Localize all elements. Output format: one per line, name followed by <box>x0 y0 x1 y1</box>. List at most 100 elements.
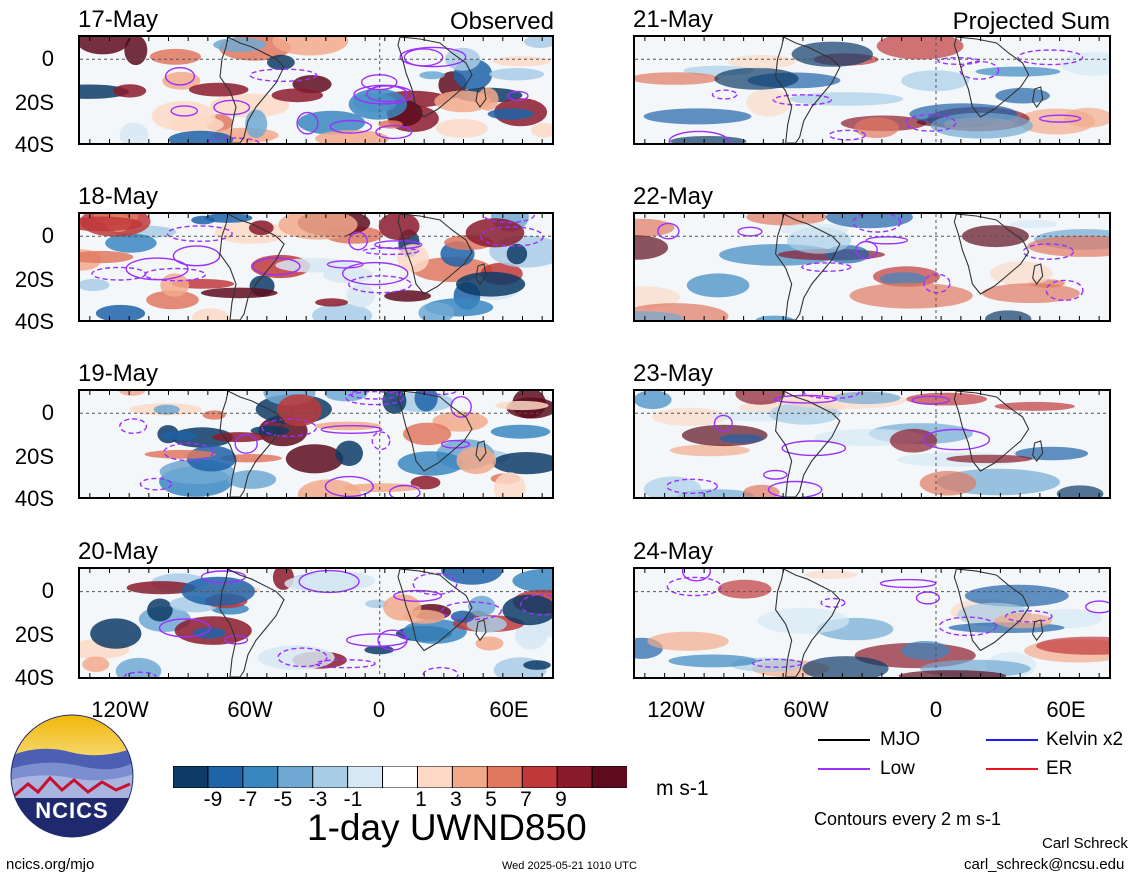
map-panel-projected-4 <box>633 567 1111 679</box>
map-panel-projected-2 <box>633 212 1111 322</box>
low-contour <box>713 414 733 432</box>
map-panel-observed-1 <box>78 35 554 145</box>
coastline <box>219 569 285 677</box>
uwnd-field-map <box>80 214 552 320</box>
low-contour <box>922 428 991 451</box>
low-contour <box>520 594 552 616</box>
low-contour <box>762 469 788 480</box>
anomaly-patch <box>80 37 130 55</box>
low-contour <box>360 74 398 91</box>
coastline <box>775 37 841 143</box>
low-contour <box>172 245 221 267</box>
low-contour <box>711 89 738 100</box>
anomaly-patch <box>297 479 361 497</box>
anomaly-patch <box>647 631 729 651</box>
low-contour <box>422 666 459 677</box>
anomaly-patch <box>418 302 455 320</box>
colorbar-swatch <box>242 765 279 789</box>
anomaly-patch <box>746 88 791 117</box>
anomaly-patch <box>1009 219 1058 229</box>
colorbar-swatch <box>521 765 559 789</box>
footer-site-link[interactable]: ncics.org/mjo <box>6 856 95 873</box>
low-contour <box>124 671 157 677</box>
anomaly-patch <box>901 70 969 92</box>
anomaly-patch <box>492 452 552 475</box>
panel-date-24-may: 24-May <box>633 538 714 565</box>
low-contour <box>781 440 847 457</box>
anomaly-patch <box>719 434 764 444</box>
coastline <box>219 391 285 497</box>
anomaly-patch <box>492 56 551 67</box>
anomaly-patch <box>635 72 720 85</box>
legend-swatch-low <box>818 768 870 770</box>
anomaly-patch <box>397 451 464 476</box>
anomaly-patch <box>901 641 950 660</box>
low-contour <box>296 111 319 135</box>
colorbar-label: 7 <box>520 788 532 811</box>
low-contour <box>345 391 404 406</box>
anomaly-patch <box>168 130 234 143</box>
lat-tick-20s: 20S <box>14 267 54 292</box>
anomaly-patch <box>990 261 1053 286</box>
anomaly-patch <box>743 484 780 497</box>
coastline <box>475 619 487 642</box>
colorbar-label: 3 <box>450 788 462 811</box>
coastline <box>1032 86 1044 108</box>
legend-label-low: Low <box>880 758 915 779</box>
anomaly-patch <box>530 122 552 138</box>
legend-swatch-er <box>986 768 1038 770</box>
coastline <box>775 214 841 320</box>
low-contour <box>666 576 722 597</box>
low-contour <box>1045 279 1084 302</box>
lat-tick-20s: 20S <box>14 90 54 115</box>
anomaly-patch <box>635 235 669 260</box>
low-contour <box>666 478 718 495</box>
anomaly-patch <box>898 670 1007 677</box>
uwnd-field-map <box>80 569 552 677</box>
low-contour <box>681 569 711 582</box>
low-contour <box>393 589 443 602</box>
lat-tick-0: 0 <box>41 46 54 71</box>
anomaly-patch <box>791 41 873 67</box>
coastline <box>1032 440 1044 462</box>
panel-date-17-may: 17-May <box>78 6 159 33</box>
anomaly-patch <box>802 656 889 677</box>
anomaly-patch <box>115 657 162 677</box>
anomaly-patch <box>267 54 295 70</box>
anomaly-patch <box>162 71 201 90</box>
anomaly-patch <box>364 645 395 655</box>
anomaly-patch <box>153 404 180 415</box>
anomaly-patch <box>643 108 752 125</box>
colorbar-swatch <box>382 765 419 789</box>
low-contour <box>828 129 867 141</box>
colorbar-swatch <box>207 765 244 789</box>
low-contour <box>905 114 957 132</box>
anomaly-patch <box>343 483 420 493</box>
uwnd-field-map <box>635 569 1109 677</box>
colorbar-swatch <box>486 765 524 789</box>
anomaly-patch <box>192 308 230 320</box>
anomaly-patch <box>434 90 492 113</box>
low-contour <box>911 395 950 405</box>
anomaly-patch <box>105 233 157 253</box>
low-contour <box>852 214 902 233</box>
anomaly-patch <box>271 88 323 103</box>
anomaly-patch <box>378 214 420 241</box>
anomaly-patch <box>149 48 201 65</box>
anomaly-patch <box>278 214 358 240</box>
footer-email[interactable]: carl_schreck@ncsu.edu <box>964 856 1125 873</box>
anomaly-patch <box>668 654 758 668</box>
anomaly-patch <box>635 391 672 410</box>
anomaly-patch <box>727 55 797 69</box>
anomaly-patch <box>297 110 366 135</box>
anomaly-patch <box>403 619 467 644</box>
anomaly-patch <box>832 391 901 405</box>
low-contour <box>403 48 444 67</box>
low-contour <box>441 601 503 621</box>
lon-tick-0: 0 <box>372 697 386 722</box>
anomaly-patch <box>506 243 528 265</box>
ncics-logo-graphic <box>10 714 134 838</box>
anomaly-patch <box>975 66 1061 77</box>
anomaly-patch <box>90 618 142 649</box>
lat-tick-20s: 20S <box>14 622 54 647</box>
